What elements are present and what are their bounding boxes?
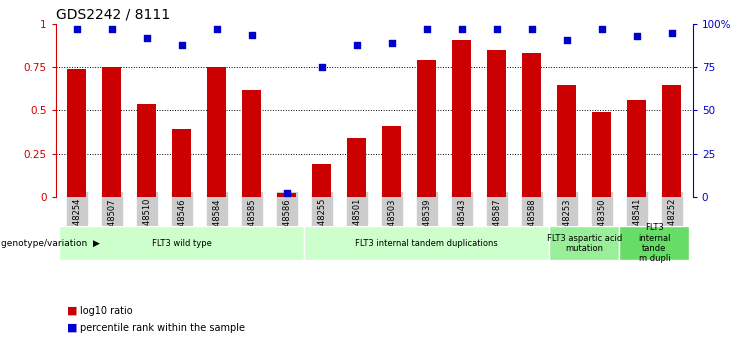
Text: FLT3 wild type: FLT3 wild type: [152, 239, 212, 248]
Bar: [557, 85, 576, 197]
Text: GDS2242 / 8111: GDS2242 / 8111: [56, 8, 170, 22]
Point: [316, 65, 328, 70]
Bar: [207, 67, 226, 197]
Point: [281, 190, 293, 196]
Bar: [172, 129, 191, 197]
Text: FLT3 internal tandem duplications: FLT3 internal tandem duplications: [356, 239, 498, 248]
Point: [141, 35, 153, 41]
Point: [210, 27, 222, 32]
Point: [350, 42, 362, 48]
Point: [596, 27, 608, 32]
Text: ■: ■: [67, 323, 77, 333]
Bar: [137, 104, 156, 197]
Bar: [522, 53, 542, 197]
Point: [491, 27, 502, 32]
Bar: [549, 226, 619, 260]
Point: [631, 33, 642, 39]
Bar: [67, 69, 86, 197]
Text: log10 ratio: log10 ratio: [80, 306, 133, 315]
Point: [386, 40, 398, 46]
Bar: [487, 50, 506, 197]
Point: [106, 27, 118, 32]
Bar: [242, 90, 262, 197]
Text: ■: ■: [67, 306, 77, 315]
Point: [456, 27, 468, 32]
Point: [246, 32, 258, 37]
Bar: [102, 67, 122, 197]
Point: [526, 27, 538, 32]
Point: [70, 27, 82, 32]
Bar: [347, 138, 366, 197]
Text: FLT3 aspartic acid
mutation: FLT3 aspartic acid mutation: [547, 234, 622, 253]
Bar: [304, 226, 549, 260]
Bar: [59, 226, 304, 260]
Bar: [592, 112, 611, 197]
Bar: [619, 226, 689, 260]
Text: genotype/variation  ▶: genotype/variation ▶: [1, 239, 100, 248]
Point: [666, 30, 678, 36]
Text: percentile rank within the sample: percentile rank within the sample: [80, 323, 245, 333]
Point: [421, 27, 433, 32]
Bar: [382, 126, 402, 197]
Bar: [662, 85, 682, 197]
Bar: [277, 193, 296, 197]
Point: [176, 42, 187, 48]
Bar: [452, 40, 471, 197]
Bar: [417, 60, 436, 197]
Bar: [627, 100, 646, 197]
Point: [561, 37, 573, 42]
Text: FLT3
internal
tande
m dupli: FLT3 internal tande m dupli: [638, 223, 671, 263]
Bar: [312, 164, 331, 197]
